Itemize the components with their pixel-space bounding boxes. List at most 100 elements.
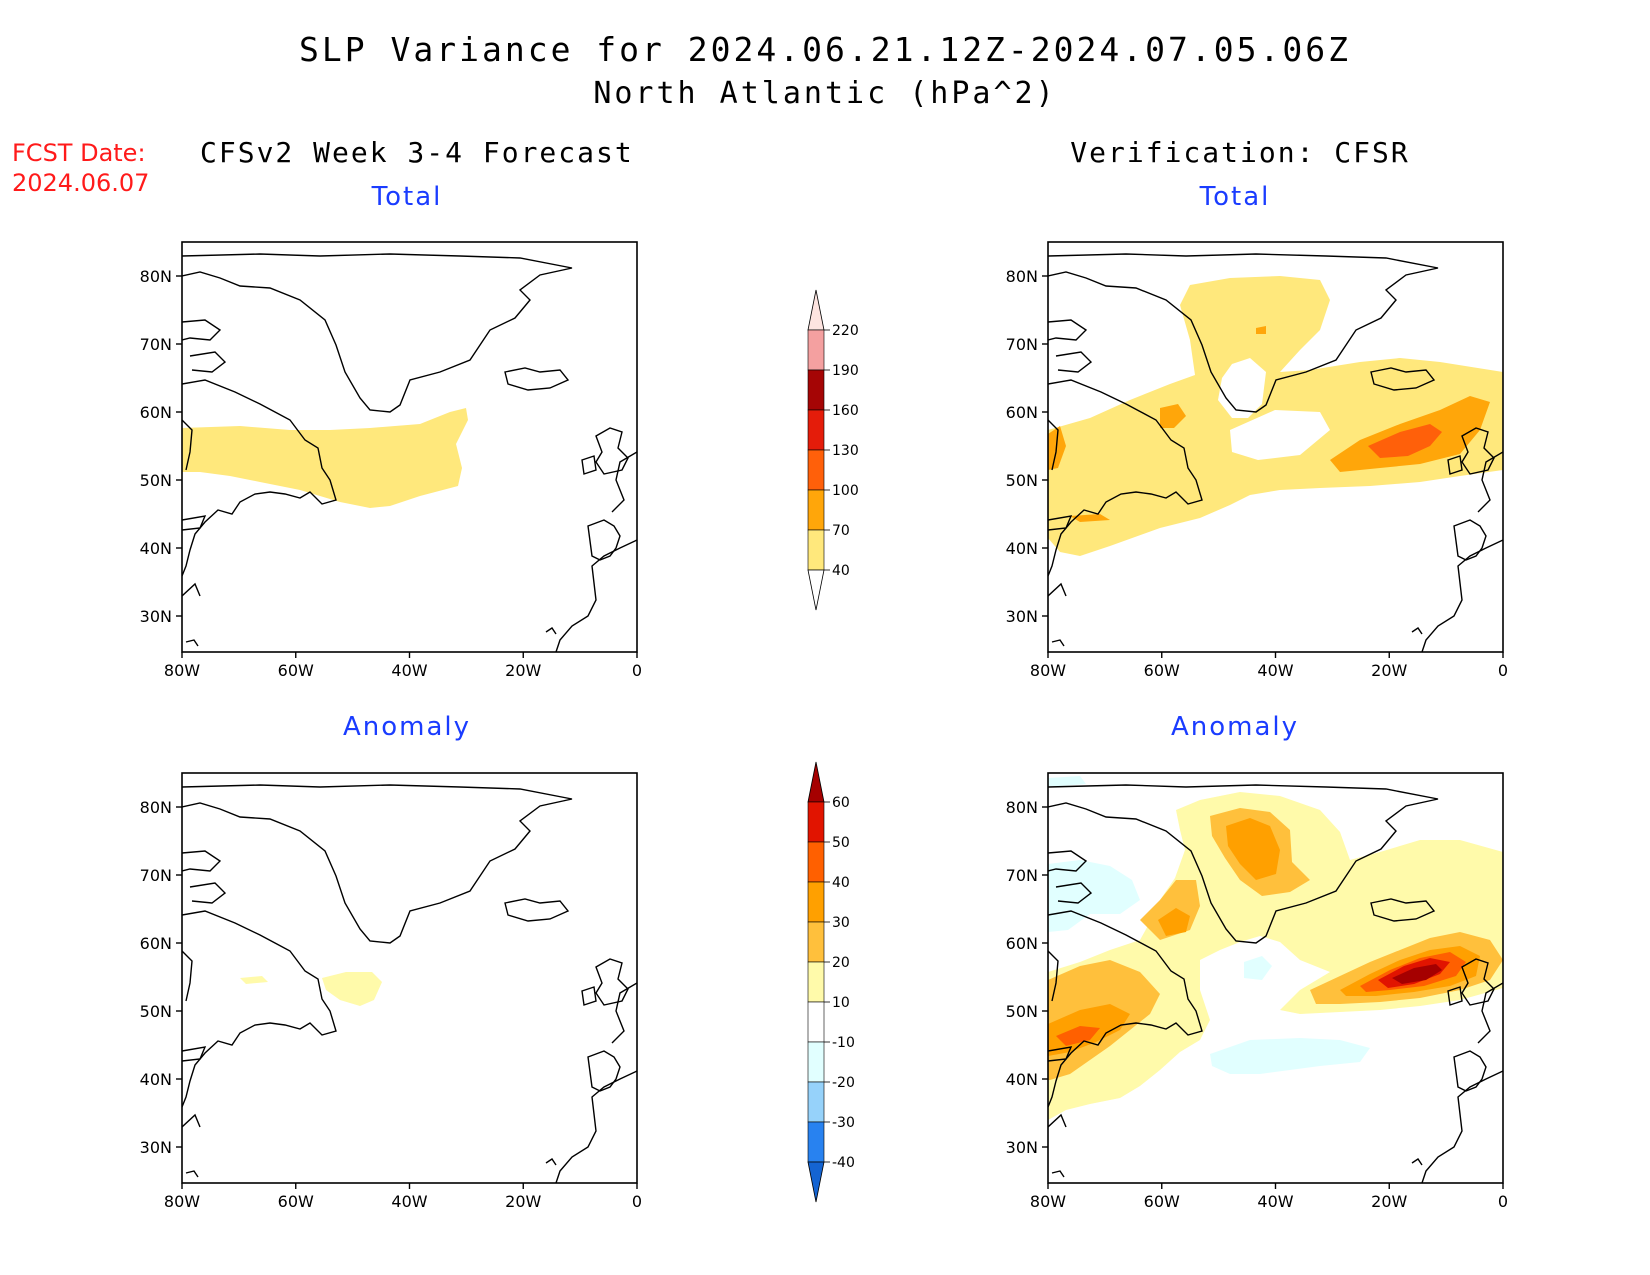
- shade-neg10-neg20: [1048, 776, 1086, 786]
- lat-tick-label: 70N: [1006, 866, 1038, 885]
- shade-neg10-neg20: [1210, 1038, 1370, 1074]
- colorbar-tick-label: -10: [832, 1035, 855, 1051]
- lon-tick-label: 40W: [391, 661, 427, 680]
- colorbar-tick-label: 220: [832, 323, 859, 339]
- lon-tick-label: 20W: [1371, 1192, 1407, 1211]
- lon-tick-label: 0: [1498, 1192, 1508, 1211]
- main-title: SLP Variance for 2024.06.21.12Z-2024.07.…: [299, 30, 1351, 69]
- lon-tick-label: 60W: [1144, 661, 1180, 680]
- shade-10-20: [1048, 792, 1503, 1120]
- colorbar-bin: [807, 329, 825, 371]
- lat-tick-label: 40N: [140, 1070, 172, 1089]
- lat-tick-label: 80N: [140, 267, 172, 286]
- map-verification-total: [1047, 241, 1504, 653]
- shade-40-50: [1056, 1026, 1100, 1046]
- lat-tick-label: 40N: [1006, 539, 1038, 558]
- colorbar-anomaly: -40 -30 -20 -10 10 20 30 40 50 60: [807, 761, 855, 1203]
- shade-40-70: [182, 408, 468, 508]
- lon-tick-label: 0: [1498, 661, 1508, 680]
- lat-tick-label: 30N: [140, 1138, 172, 1157]
- lon-tick-label: 80W: [164, 1192, 200, 1211]
- colorbar-bin: [807, 881, 825, 923]
- lon-tick-label: 40W: [1257, 661, 1293, 680]
- lat-tick-label: 40N: [140, 539, 172, 558]
- shade-30-40: [1226, 818, 1280, 880]
- colorbar-tick-label: 40: [832, 563, 850, 579]
- colorbar-bin: [807, 369, 825, 411]
- colorbar-bin: [807, 841, 825, 883]
- fcst-date-block: FCST Date: 2024.06.07: [12, 138, 149, 198]
- colorbar-arrow-bottom: [807, 1161, 825, 1203]
- colorbar-bin: [807, 409, 825, 451]
- shade-neg10-neg20: [1244, 956, 1272, 980]
- lat-tick-label: 80N: [1006, 798, 1038, 817]
- column-title-verification: Verification: CFSR: [1070, 136, 1410, 169]
- colorbar-tick-label: 60: [832, 795, 850, 811]
- lat-tick-label: 80N: [140, 798, 172, 817]
- colorbar-bin: [807, 1001, 825, 1043]
- lat-tick-label: 40N: [1006, 1070, 1038, 1089]
- lon-tick-label: 60W: [278, 661, 314, 680]
- lat-tick-label: 50N: [140, 1002, 172, 1021]
- lon-tick-label: 0: [632, 1192, 642, 1211]
- coastlines: [1048, 784, 1503, 1183]
- lon-tick-label: 40W: [391, 1192, 427, 1211]
- lat-tick-label: 50N: [140, 471, 172, 490]
- lon-tick-label: 20W: [505, 661, 541, 680]
- lat-tick-label: 70N: [140, 866, 172, 885]
- lon-tick-label: 40W: [1257, 1192, 1293, 1211]
- colorbar-total: 40 70 100 130 160 190 220: [807, 289, 859, 611]
- lat-tick-label: 60N: [1006, 934, 1038, 953]
- colorbar-bin: [807, 449, 825, 491]
- lon-tick-label: 20W: [505, 1192, 541, 1211]
- map-verification-anomaly: [1047, 772, 1504, 1184]
- colorbar-tick-label: 130: [832, 443, 859, 459]
- shade-neg10-neg20: [1048, 860, 1140, 932]
- fcst-date-label: FCST Date:: [12, 139, 146, 167]
- colorbar-tick-label: -20: [832, 1075, 855, 1091]
- lon-tick-label: 80W: [1030, 1192, 1066, 1211]
- colorbar-tick-label: 100: [832, 483, 859, 499]
- lat-tick-label: 80N: [1006, 267, 1038, 286]
- colorbar-bin: [807, 529, 825, 571]
- lat-tick-label: 30N: [140, 607, 172, 626]
- colorbar-tick-label: 70: [832, 523, 850, 539]
- colorbar-arrow-top: [807, 761, 825, 803]
- lon-tick-label: 20W: [1371, 661, 1407, 680]
- colorbar-tick-label: 10: [832, 995, 850, 1011]
- shade-70-100: [1070, 514, 1110, 522]
- colorbar-bin: [807, 1081, 825, 1123]
- colorbar-arrow-bottom: [807, 569, 825, 611]
- colorbar-bin: [807, 489, 825, 531]
- colorbar-tick-label: 190: [832, 363, 859, 379]
- shade-10-20: [322, 972, 382, 1006]
- lon-tick-label: 60W: [278, 1192, 314, 1211]
- panel-title-verification-total: Total: [1199, 182, 1271, 212]
- map-forecast-total: [181, 241, 638, 653]
- shade-above-60: [1392, 964, 1442, 984]
- column-title-forecast: CFSv2 Week 3-4 Forecast: [200, 136, 634, 169]
- lon-tick-label: 80W: [1030, 661, 1066, 680]
- lat-tick-label: 70N: [1006, 335, 1038, 354]
- shade-30-40: [1158, 908, 1190, 936]
- shade-100-130: [1368, 424, 1442, 458]
- shade-70-100: [1160, 404, 1186, 428]
- lat-tick-label: 60N: [140, 403, 172, 422]
- lat-tick-label: 70N: [140, 335, 172, 354]
- fcst-date-value: 2024.06.07: [12, 169, 150, 197]
- coastlines: [182, 253, 637, 652]
- panel-title-forecast-anomaly: Anomaly: [342, 712, 472, 742]
- colorbar-bin: [807, 1121, 825, 1163]
- colorbar-tick-label: 40: [832, 875, 850, 891]
- lat-tick-label: 30N: [1006, 1138, 1038, 1157]
- main-subtitle: North Atlantic (hPa^2): [593, 76, 1057, 111]
- panel-title-forecast-total: Total: [371, 182, 443, 212]
- colorbar-tick-label: 20: [832, 955, 850, 971]
- axis-labels: 80N 70N 60N 50N 40N 30N 80W 60W 40W 20W 0 80N 70N 60N…: [140, 267, 1508, 1211]
- lon-tick-label: 0: [632, 661, 642, 680]
- colorbar-bin: [807, 1041, 825, 1083]
- colorbar-tick-label: -40: [832, 1155, 855, 1171]
- colorbar-tick-label: -30: [832, 1115, 855, 1131]
- shade-below-40: [1230, 410, 1330, 460]
- lat-tick-label: 50N: [1006, 1002, 1038, 1021]
